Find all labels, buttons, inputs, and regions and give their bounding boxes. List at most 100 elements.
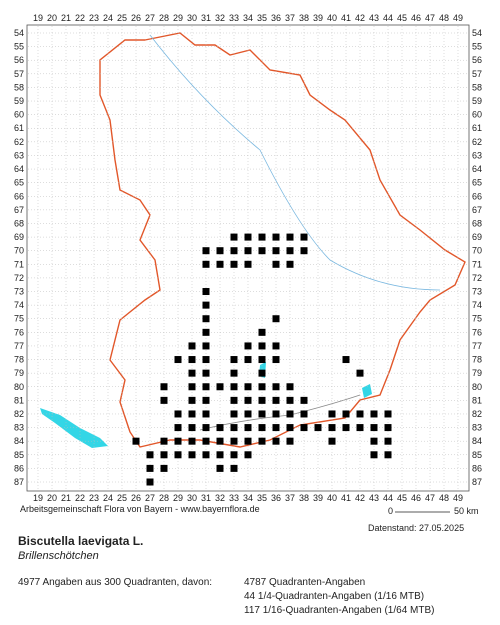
row-label: 83 bbox=[14, 423, 24, 433]
row-label: 87 bbox=[472, 477, 482, 487]
column-label: 35 bbox=[257, 493, 267, 503]
row-label: 84 bbox=[472, 436, 482, 446]
occurrence-square bbox=[328, 437, 336, 445]
column-label: 27 bbox=[145, 493, 155, 503]
row-label: 81 bbox=[472, 395, 482, 405]
occurrence-square bbox=[244, 342, 252, 350]
column-label: 33 bbox=[229, 13, 239, 23]
column-label: 39 bbox=[313, 13, 323, 23]
row-label: 55 bbox=[14, 42, 24, 52]
occurrence-square bbox=[258, 356, 266, 364]
occurrence-square bbox=[202, 369, 210, 377]
occurrence-square bbox=[272, 410, 280, 418]
column-label: 24 bbox=[103, 13, 113, 23]
column-label: 32 bbox=[215, 493, 225, 503]
occurrence-square bbox=[384, 410, 392, 418]
occurrence-square bbox=[160, 464, 168, 472]
row-label: 60 bbox=[14, 110, 24, 120]
occurrence-square bbox=[244, 410, 252, 418]
column-label: 40 bbox=[327, 13, 337, 23]
occurrence-square bbox=[188, 396, 196, 404]
column-label: 49 bbox=[453, 493, 463, 503]
occurrence-square bbox=[342, 356, 350, 364]
row-label: 57 bbox=[14, 69, 24, 79]
occurrence-square bbox=[286, 424, 294, 432]
column-label: 26 bbox=[131, 493, 141, 503]
column-label: 37 bbox=[285, 13, 295, 23]
column-label: 23 bbox=[89, 493, 99, 503]
occurrence-square bbox=[202, 328, 210, 336]
row-label: 64 bbox=[472, 164, 482, 174]
occurrence-square bbox=[202, 315, 210, 323]
occurrence-square bbox=[342, 410, 350, 418]
row-label: 76 bbox=[472, 327, 482, 337]
occurrence-square bbox=[216, 464, 224, 472]
row-label: 74 bbox=[472, 300, 482, 310]
row-label: 76 bbox=[14, 327, 24, 337]
column-label: 43 bbox=[369, 493, 379, 503]
occurrence-square bbox=[188, 342, 196, 350]
row-label: 64 bbox=[14, 164, 24, 174]
column-label: 45 bbox=[397, 493, 407, 503]
occurrence-square bbox=[356, 369, 364, 377]
occurrence-square bbox=[272, 260, 280, 268]
row-label: 79 bbox=[14, 368, 24, 378]
occurrence-square bbox=[174, 451, 182, 459]
occurrence-square bbox=[258, 396, 266, 404]
column-label: 24 bbox=[103, 493, 113, 503]
row-label: 80 bbox=[472, 382, 482, 392]
detail: 4787 Quadranten-Angaben bbox=[244, 577, 365, 588]
occurrence-square bbox=[174, 424, 182, 432]
summary: 4977 Angaben aus 300 Quadranten, davon: bbox=[18, 577, 212, 588]
occurrence-square bbox=[370, 437, 378, 445]
row-label: 56 bbox=[14, 55, 24, 65]
occurrence-square bbox=[300, 424, 308, 432]
occurrence-square bbox=[160, 437, 168, 445]
occurrence-square bbox=[356, 424, 364, 432]
occurrence-square bbox=[300, 396, 308, 404]
occurrence-square bbox=[230, 424, 238, 432]
credit: Arbeitsgemeinschaft Flora von Bayern - w… bbox=[20, 504, 260, 514]
occurrence-square bbox=[132, 437, 140, 445]
occurrence-square bbox=[342, 424, 350, 432]
river bbox=[149, 34, 441, 291]
column-label: 29 bbox=[173, 493, 183, 503]
column-label: 27 bbox=[145, 13, 155, 23]
row-label: 65 bbox=[14, 178, 24, 188]
occurrence-square bbox=[202, 383, 210, 391]
species: Biscutella laevigata L. bbox=[18, 534, 143, 548]
row-label: 61 bbox=[472, 123, 482, 133]
occurrence-square bbox=[258, 369, 266, 377]
occurrence-square bbox=[188, 369, 196, 377]
column-label: 26 bbox=[131, 13, 141, 23]
column-label: 47 bbox=[425, 493, 435, 503]
scale-end: 50 km bbox=[454, 506, 479, 516]
column-label: 44 bbox=[383, 13, 393, 23]
occurrence-square bbox=[258, 410, 266, 418]
column-label: 44 bbox=[383, 493, 393, 503]
occurrence-square bbox=[216, 437, 224, 445]
row-label: 56 bbox=[472, 55, 482, 65]
occurrence-square bbox=[202, 247, 210, 255]
row-label: 59 bbox=[14, 96, 24, 106]
occurrence-square bbox=[244, 383, 252, 391]
row-label: 82 bbox=[472, 409, 482, 419]
column-label: 31 bbox=[201, 493, 211, 503]
row-label: 58 bbox=[14, 82, 24, 92]
occurrence-square bbox=[286, 247, 294, 255]
occurrence-square bbox=[272, 315, 280, 323]
column-label: 34 bbox=[243, 493, 253, 503]
row-label: 86 bbox=[472, 463, 482, 473]
row-label: 57 bbox=[472, 69, 482, 79]
column-label: 41 bbox=[341, 493, 351, 503]
occurrence-square bbox=[370, 424, 378, 432]
column-label: 42 bbox=[355, 493, 365, 503]
row-label: 68 bbox=[472, 218, 482, 228]
occurrence-square bbox=[328, 424, 336, 432]
occurrence-square bbox=[244, 233, 252, 241]
row-label: 66 bbox=[14, 191, 24, 201]
column-label: 47 bbox=[425, 13, 435, 23]
row-label: 69 bbox=[14, 232, 24, 242]
column-label: 21 bbox=[61, 493, 71, 503]
column-label: 20 bbox=[47, 493, 57, 503]
